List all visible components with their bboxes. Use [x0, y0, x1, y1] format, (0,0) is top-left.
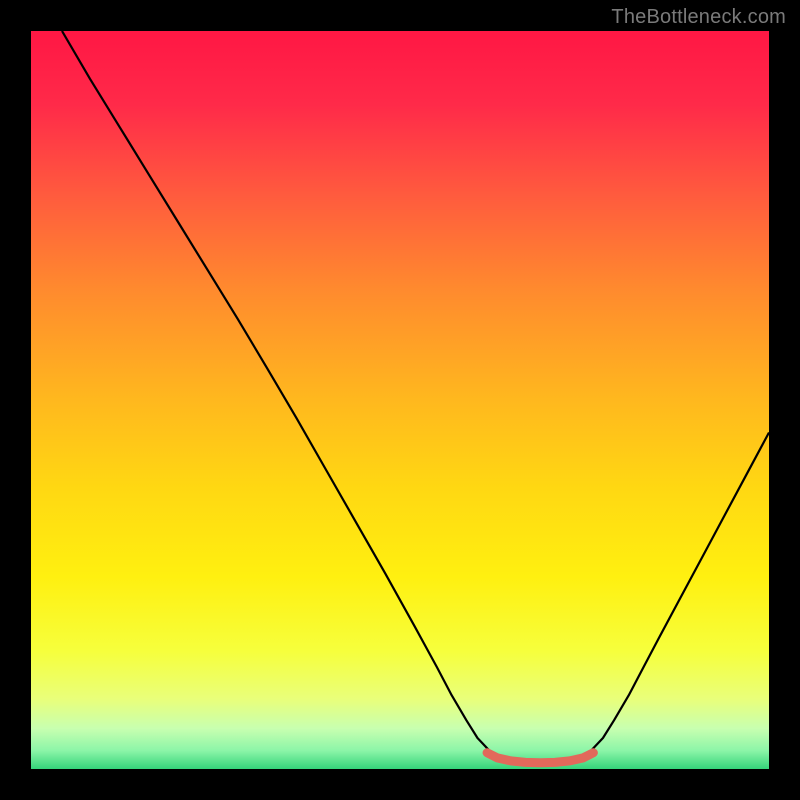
plot-svg: [0, 0, 800, 800]
gradient-background: [31, 31, 769, 769]
watermark-text: TheBottleneck.com: [611, 6, 786, 29]
chart-canvas: TheBottleneck.com: [0, 0, 800, 800]
